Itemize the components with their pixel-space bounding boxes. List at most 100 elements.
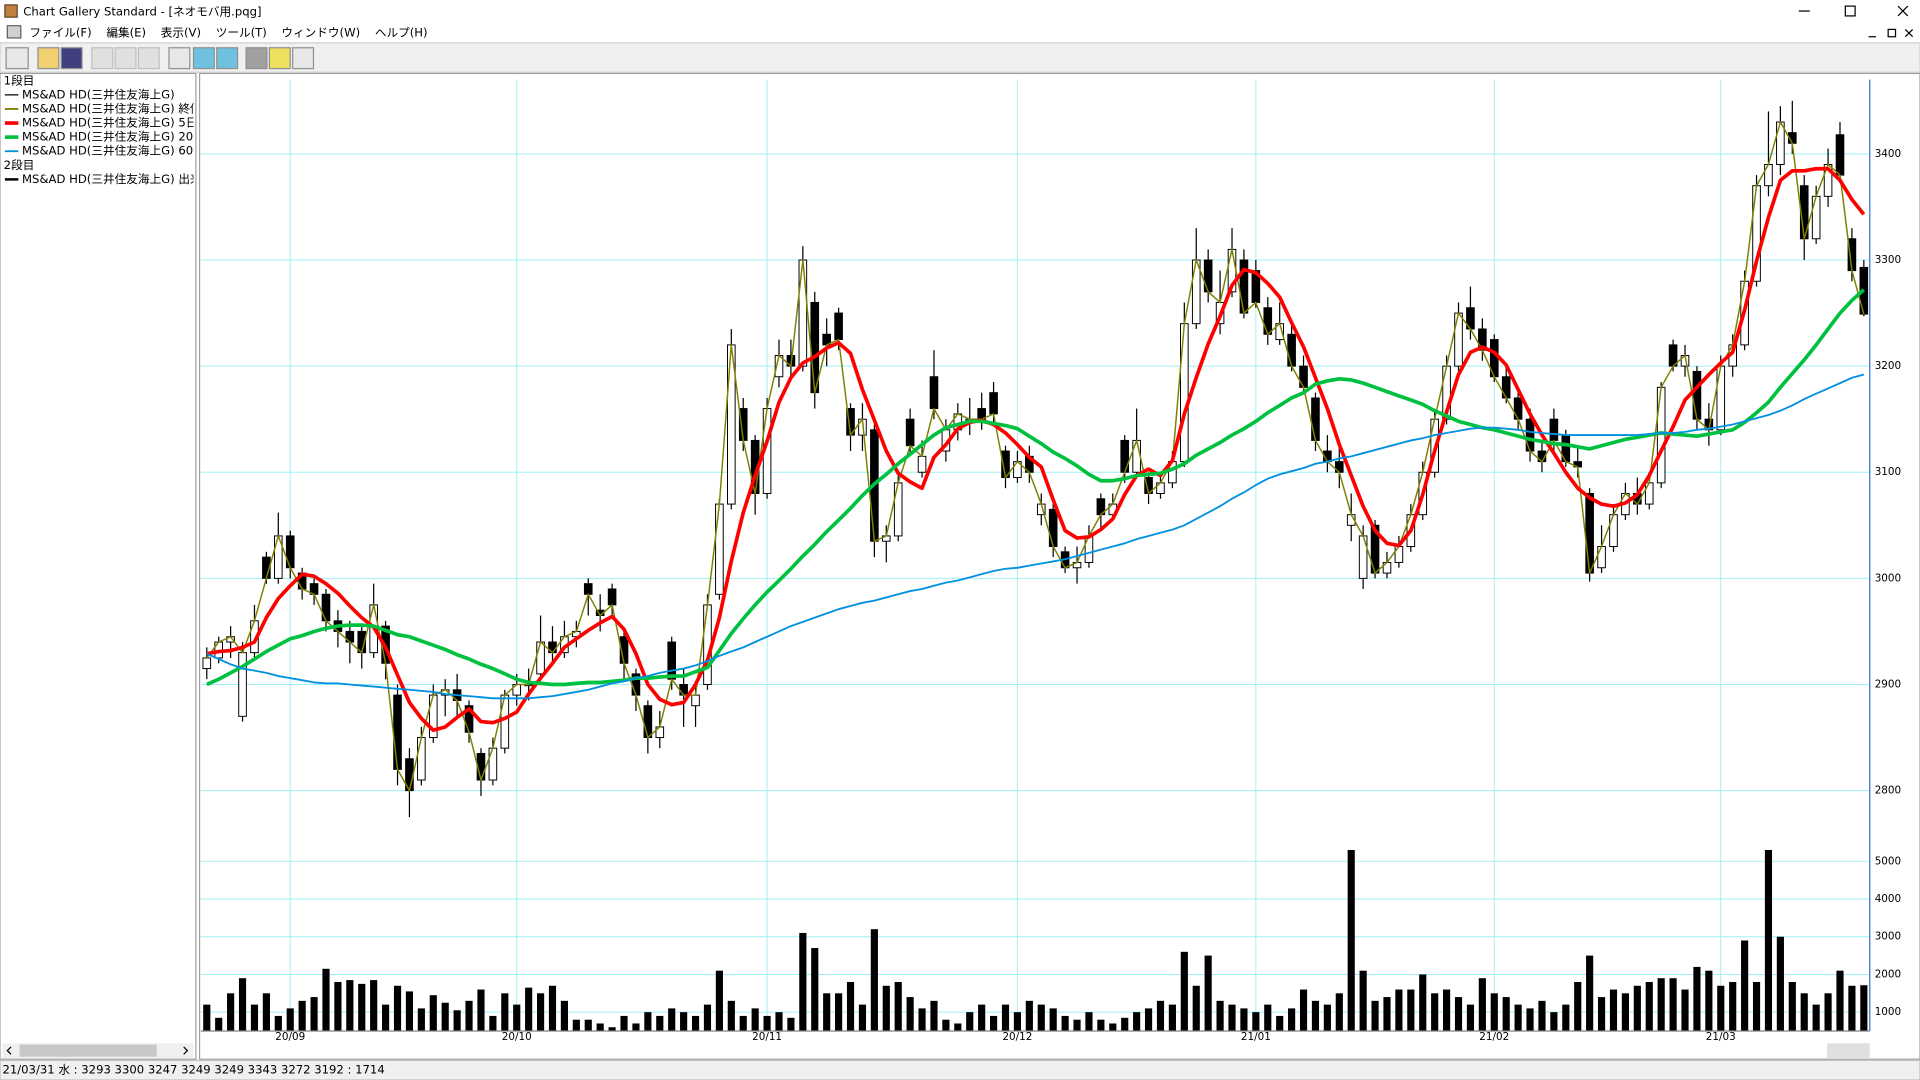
tool-button[interactable] [245, 47, 268, 70]
volume-bar [1037, 1004, 1045, 1032]
menu-icon[interactable] [6, 25, 22, 39]
y-tick-label: 2000 [1875, 968, 1901, 980]
x-tick-label: 20/11 [752, 1031, 782, 1043]
volume-bar [1752, 981, 1761, 1032]
tool-button[interactable] [192, 47, 215, 70]
volume-bar [1264, 1004, 1272, 1032]
volume-bar [1669, 978, 1677, 1032]
y-tick-label: 2900 [1875, 678, 1901, 690]
scrollbar-thumb[interactable] [19, 1044, 157, 1057]
volume-bar [417, 1008, 425, 1032]
tool-button[interactable] [137, 47, 160, 70]
mdi-controls[interactable] [1868, 28, 1914, 38]
window-controls[interactable] [1798, 5, 1909, 17]
volume-bar [1443, 989, 1451, 1032]
volume-bar [1109, 1023, 1117, 1032]
candle-body [1132, 439, 1141, 473]
tool-button[interactable] [91, 47, 114, 70]
menu-item[interactable]: ヘルプ(H) [375, 26, 428, 40]
scroll-arrows[interactable] [6, 1046, 189, 1055]
x-tick-label: 21/02 [1479, 1031, 1509, 1043]
legend-entry: MS&AD HD(三井住友海上G) 終値 [22, 101, 202, 115]
volume-bar [870, 929, 878, 1032]
mdi-restore[interactable] [1887, 28, 1897, 38]
close-button[interactable] [1897, 5, 1909, 17]
tool-button[interactable] [37, 47, 60, 70]
x-tick-label: 21/03 [1706, 1031, 1736, 1043]
tool-button[interactable] [292, 47, 315, 70]
tool-button[interactable] [168, 47, 191, 70]
tool-button[interactable] [114, 47, 137, 70]
volume-bar [1097, 1019, 1105, 1032]
legend-entry: MS&AD HD(三井住友海上G) 60日 [22, 144, 205, 158]
volume-bar [1586, 955, 1594, 1032]
series-line [206, 288, 1866, 687]
volume-bar [1168, 1004, 1176, 1032]
volume-bar [954, 1023, 962, 1032]
volume-bar [250, 1004, 259, 1032]
candle-body [1263, 307, 1273, 335]
volume-bar [1288, 1008, 1296, 1032]
tool-button[interactable] [268, 47, 291, 70]
volume-bar [310, 997, 318, 1032]
volume-bar [596, 1023, 604, 1032]
volume-bar [1359, 970, 1367, 1032]
candle-body [500, 694, 510, 749]
volume-bar [1812, 1004, 1820, 1032]
volume-bar [1860, 985, 1868, 1032]
volume-bar [262, 993, 270, 1032]
volume-bar [286, 1008, 294, 1032]
volume-bar [465, 1000, 473, 1032]
menu-item[interactable]: 編集(E) [106, 26, 146, 40]
y-tick-label: 1000 [1875, 1006, 1901, 1018]
volume-bar [1705, 970, 1713, 1032]
volume-bar [1335, 993, 1343, 1032]
chart-scrollbar[interactable] [1826, 1043, 1870, 1058]
y-tick-label: 3200 [1875, 360, 1901, 372]
candle-body [1585, 492, 1594, 574]
volume-bar [1180, 951, 1188, 1032]
volume-bar [835, 993, 843, 1032]
toolbar [0, 42, 1920, 73]
volume-bar [1347, 849, 1355, 1032]
candle-body [667, 641, 677, 680]
candle-body [1811, 195, 1821, 240]
restore-button[interactable] [1844, 5, 1856, 17]
title-bar [0, 0, 1920, 23]
candle-body [1549, 418, 1559, 441]
tool-button[interactable] [216, 47, 239, 70]
volume-bar [1848, 985, 1856, 1032]
volume-bar [1490, 993, 1498, 1032]
mdi-close[interactable] [1904, 28, 1914, 38]
volume-bar [1550, 1012, 1558, 1032]
candle-body [1513, 397, 1523, 420]
volume-bar [1419, 974, 1427, 1032]
legend-group: 1段目 [4, 73, 35, 87]
volume-bar [1323, 1004, 1331, 1032]
tool-button[interactable] [60, 47, 83, 70]
volume-bar [477, 989, 485, 1032]
volume-bar [1431, 993, 1439, 1032]
volume-bar [1466, 1004, 1475, 1032]
plot: 2800 2900 3000 3100 3200 3300 3400 1000 2000 3000… [200, 79, 1901, 1043]
volume-bar [1800, 993, 1808, 1032]
volume-bar [1717, 985, 1725, 1032]
tool-button[interactable] [5, 47, 29, 70]
menu-item[interactable]: ツール(T) [216, 26, 267, 40]
candle-body [643, 705, 653, 739]
menu-item[interactable]: ウィンドウ(W) [281, 26, 360, 40]
volume-bar [1562, 1004, 1570, 1032]
volume-bar [1073, 1019, 1081, 1032]
volume-bar [548, 985, 557, 1032]
candle-body [1644, 482, 1654, 505]
menu-item[interactable]: 表示(V) [161, 26, 201, 40]
candle-body [488, 747, 498, 781]
volume-bar [1049, 1008, 1057, 1032]
legend-entry: MS&AD HD(三井住友海上G) [22, 87, 175, 101]
candle-body [1299, 365, 1308, 388]
volume-bar [668, 1008, 676, 1032]
candle-body [1120, 439, 1130, 473]
candle-body [202, 657, 212, 670]
menu-item[interactable]: ファイル(F) [29, 26, 91, 40]
candle-body [1048, 508, 1058, 548]
